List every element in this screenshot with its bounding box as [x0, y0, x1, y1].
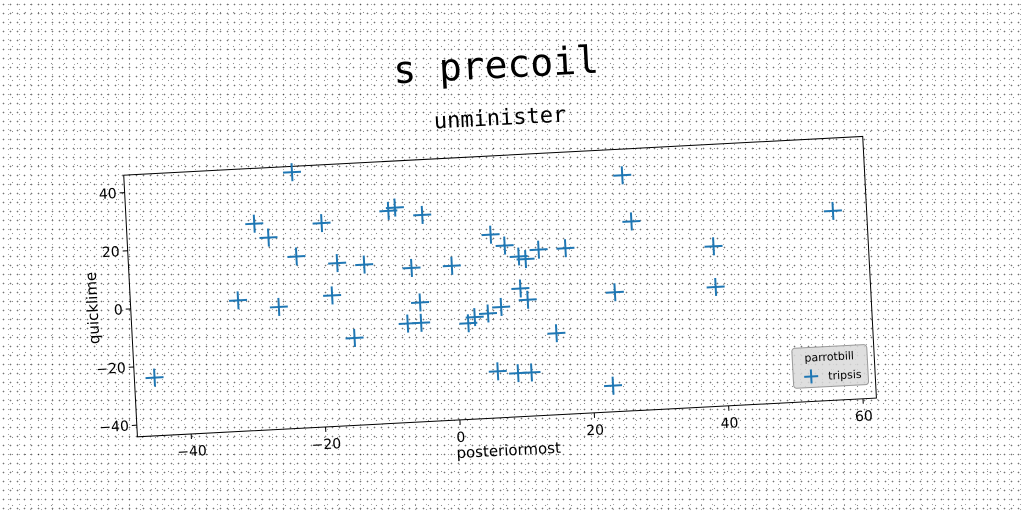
- data-point: [345, 328, 364, 348]
- data-point: [402, 258, 421, 277]
- data-point: [522, 363, 541, 382]
- data-point: [518, 290, 537, 309]
- data-point: [385, 198, 404, 217]
- data-point: [604, 376, 623, 395]
- data-point: [492, 297, 511, 317]
- data-point: [355, 255, 374, 274]
- data-point: [413, 205, 432, 224]
- data-point: [411, 293, 430, 312]
- y-axis-label: quicklime: [82, 271, 104, 344]
- data-point: [312, 214, 331, 233]
- plot-frame: [123, 135, 877, 438]
- y-tick-label: 0: [113, 302, 123, 318]
- data-point: [282, 163, 302, 182]
- data-point: [481, 225, 500, 244]
- x-tick-label: 20: [586, 422, 605, 439]
- data-point: [328, 254, 347, 273]
- x-axis: −40 −20 0 20 40 60: [177, 398, 874, 461]
- data-point: [245, 214, 264, 233]
- data-point: [556, 239, 575, 258]
- data-points: [145, 163, 842, 395]
- data-point: [269, 297, 288, 317]
- x-tick-label: −40: [177, 443, 207, 461]
- legend-title: parrotbill: [804, 349, 854, 365]
- data-point: [323, 286, 342, 305]
- data-point: [442, 256, 461, 275]
- data-point: [229, 291, 248, 310]
- data-point: [511, 279, 530, 298]
- y-tick-label: 40: [98, 186, 117, 203]
- data-point: [488, 362, 507, 381]
- data-point: [613, 166, 632, 185]
- x-tick-label: 60: [855, 408, 874, 425]
- y-axis: −40 −20 0 20 40: [96, 186, 137, 437]
- data-point: [516, 250, 535, 269]
- x-axis-label: posteriormost: [456, 439, 561, 462]
- data-point: [823, 201, 842, 220]
- data-point: [495, 236, 514, 255]
- data-point: [259, 228, 278, 247]
- legend-marker: [804, 369, 819, 384]
- chart-title: s precoil: [392, 38, 600, 93]
- data-point: [412, 313, 431, 332]
- y-tick-label: −40: [99, 419, 129, 437]
- data-point: [622, 212, 641, 231]
- legend-label: tripsis: [828, 368, 862, 383]
- data-point: [145, 368, 164, 387]
- data-point: [459, 314, 478, 333]
- data-point: [704, 237, 723, 256]
- data-point: [605, 283, 624, 302]
- y-tick-label: 20: [102, 244, 121, 261]
- x-tick-label: 40: [720, 415, 739, 432]
- x-tick-label: −20: [311, 436, 341, 454]
- legend: parrotbill tripsis: [791, 344, 870, 389]
- chart-subtitle: unminister: [433, 103, 567, 135]
- data-point: [529, 240, 548, 259]
- x-tick-label: 0: [456, 430, 466, 446]
- data-point: [478, 304, 498, 323]
- data-point: [547, 324, 566, 343]
- data-point: [287, 247, 306, 266]
- y-tick-label: −20: [96, 360, 126, 378]
- data-point: [706, 277, 725, 297]
